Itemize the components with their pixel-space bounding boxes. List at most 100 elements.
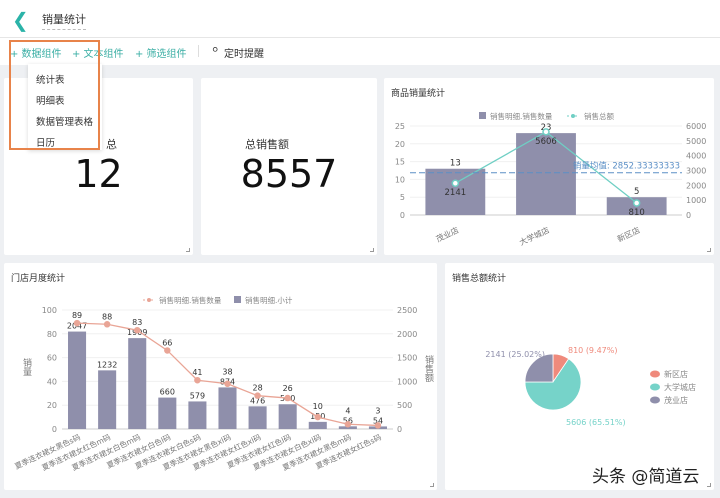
pie-value-label: 5606 (65.51%) (566, 418, 626, 427)
resize-handle[interactable] (707, 248, 711, 252)
legend-label: 大学城店 (664, 382, 696, 392)
add-data-component-button[interactable]: + 数据组件 (10, 49, 62, 60)
y-tick-label: 100 (42, 306, 57, 315)
line-value-label: 88 (102, 312, 112, 321)
y2-tick-label: 1500 (397, 354, 417, 363)
y-tick-label: 25 (395, 122, 405, 131)
line-point (133, 326, 141, 334)
line-point (103, 321, 111, 328)
y-axis-label: 销量 (21, 357, 32, 376)
legend-label: 销售明细.销售数量 (159, 295, 222, 305)
bar (278, 404, 297, 429)
menu-item-calendar[interactable]: 日历 (36, 138, 56, 149)
legend-swatch (479, 112, 486, 119)
line-value-label: 28 (252, 384, 262, 393)
line-point (194, 376, 201, 384)
line-point (314, 413, 322, 421)
y-tick-label: 60 (47, 354, 57, 363)
menu-item-data-grid[interactable]: 数据管理表格 (36, 117, 94, 128)
line-value-label: 89 (72, 311, 82, 320)
bar (308, 421, 327, 429)
y2-tick-label: 2500 (397, 306, 417, 315)
legend-label: 销售总额 (584, 111, 614, 121)
line-value-label: 26 (283, 384, 293, 393)
product-sales-chart: 0510152025010002000300040005000600013235… (395, 111, 707, 248)
line-value-label: 5606 (535, 137, 557, 147)
line-point (254, 392, 261, 399)
chart-card-pie: 销售总额统计 810 (9.47%) 新区店 5606 (65.51%) 大学城店 21… (445, 263, 714, 490)
legend-swatch (650, 396, 660, 404)
y-tick-label: 5 (400, 193, 405, 202)
line-value-label: 41 (192, 368, 202, 377)
resize-handle[interactable] (186, 248, 190, 252)
y-tick-label: 20 (47, 401, 57, 410)
y-tick-label: 20 (395, 140, 405, 149)
y2-tick-label: 4000 (686, 152, 706, 161)
y-tick-label: 0 (400, 211, 405, 220)
resize-handle[interactable] (707, 483, 711, 487)
y-tick-label: 0 (52, 425, 57, 434)
pie-value-label: 810 (9.47%) (568, 346, 617, 355)
menu-item-stat-table[interactable]: 统计表 (36, 75, 65, 86)
chevron-left-icon[interactable]: ❮ (12, 8, 29, 32)
bar (338, 426, 357, 429)
bar (425, 168, 486, 215)
bar-value-label: 579 (190, 391, 205, 400)
bar (248, 406, 267, 429)
x-tick-label: 大学城店 (518, 225, 551, 248)
y-tick-label: 40 (47, 377, 57, 386)
chart-title: 商品销量统计 (391, 89, 446, 99)
line-point (224, 380, 231, 388)
bar (128, 338, 147, 429)
y-tick-label: 10 (395, 175, 405, 184)
add-text-component-button[interactable]: + 文本组件 (72, 49, 124, 60)
line-value-label: 83 (132, 318, 142, 327)
line-point (451, 179, 460, 187)
bar-value-label: 56 (343, 416, 353, 425)
y2-tick-label: 1000 (397, 377, 417, 386)
chart-title: 销售总额统计 (452, 274, 507, 284)
bell-icon[interactable]: ⚪ (211, 45, 220, 56)
header: ❮ 销量统计 (0, 0, 720, 38)
line-point (542, 128, 550, 136)
kpi-value: 8557 (240, 152, 338, 196)
legend-swatch (147, 298, 151, 302)
chart-title: 门店月度统计 (11, 274, 66, 284)
kpi-value: 12 (74, 152, 123, 196)
menu-item-detail-table[interactable]: 明细表 (36, 96, 65, 107)
line-value-label: 10 (313, 402, 323, 411)
x-tick-label: 新区店 (616, 225, 642, 244)
resize-handle[interactable] (370, 248, 374, 252)
kpi-label: 总销售额 (245, 138, 289, 151)
legend-label: 销售明细.销售数量 (490, 111, 553, 121)
x-tick-label: 茂业店 (434, 225, 460, 244)
legend-swatch (571, 114, 575, 118)
y2-tick-label: 0 (397, 425, 402, 434)
line-value-label: 810 (629, 208, 645, 218)
line-point (73, 319, 81, 327)
page-title[interactable]: 销量统计 (42, 11, 86, 30)
toolbar: + 数据组件 + 文本组件 + 筛选组件 ⚪ 定时提醒 (0, 38, 720, 65)
bar (188, 401, 207, 429)
y2-tick-label: 2000 (686, 181, 706, 190)
add-filter-component-button[interactable]: + 筛选组件 (135, 49, 187, 60)
bar-value-label: 660 (160, 388, 175, 397)
bar (158, 397, 177, 429)
pie-value-label: 2141 (25.02%) (485, 350, 545, 359)
scheduled-reminder-button[interactable]: 定时提醒 (224, 49, 264, 60)
y-tick-label: 15 (395, 158, 405, 167)
resize-handle[interactable] (430, 483, 434, 487)
y2-tick-label: 5000 (686, 137, 706, 146)
highlight-box (9, 40, 100, 150)
bar-value-label: 1232 (97, 360, 117, 369)
bar-value-label: 13 (450, 159, 461, 169)
line-point (374, 422, 382, 429)
legend-label: 茂业店 (664, 395, 688, 405)
y2-axis-label: 销售额 (423, 354, 434, 383)
kpi-label: 总 (106, 138, 117, 151)
y2-tick-label: 500 (397, 401, 412, 410)
bar (68, 331, 87, 429)
chart-card-product: 商品销量统计 0 5 10 15 20 25 0 1000 2000 3000 4000 5000 60… (384, 78, 714, 255)
legend-label: 销售明细.小计 (245, 295, 293, 305)
pie-slice (524, 358, 582, 411)
